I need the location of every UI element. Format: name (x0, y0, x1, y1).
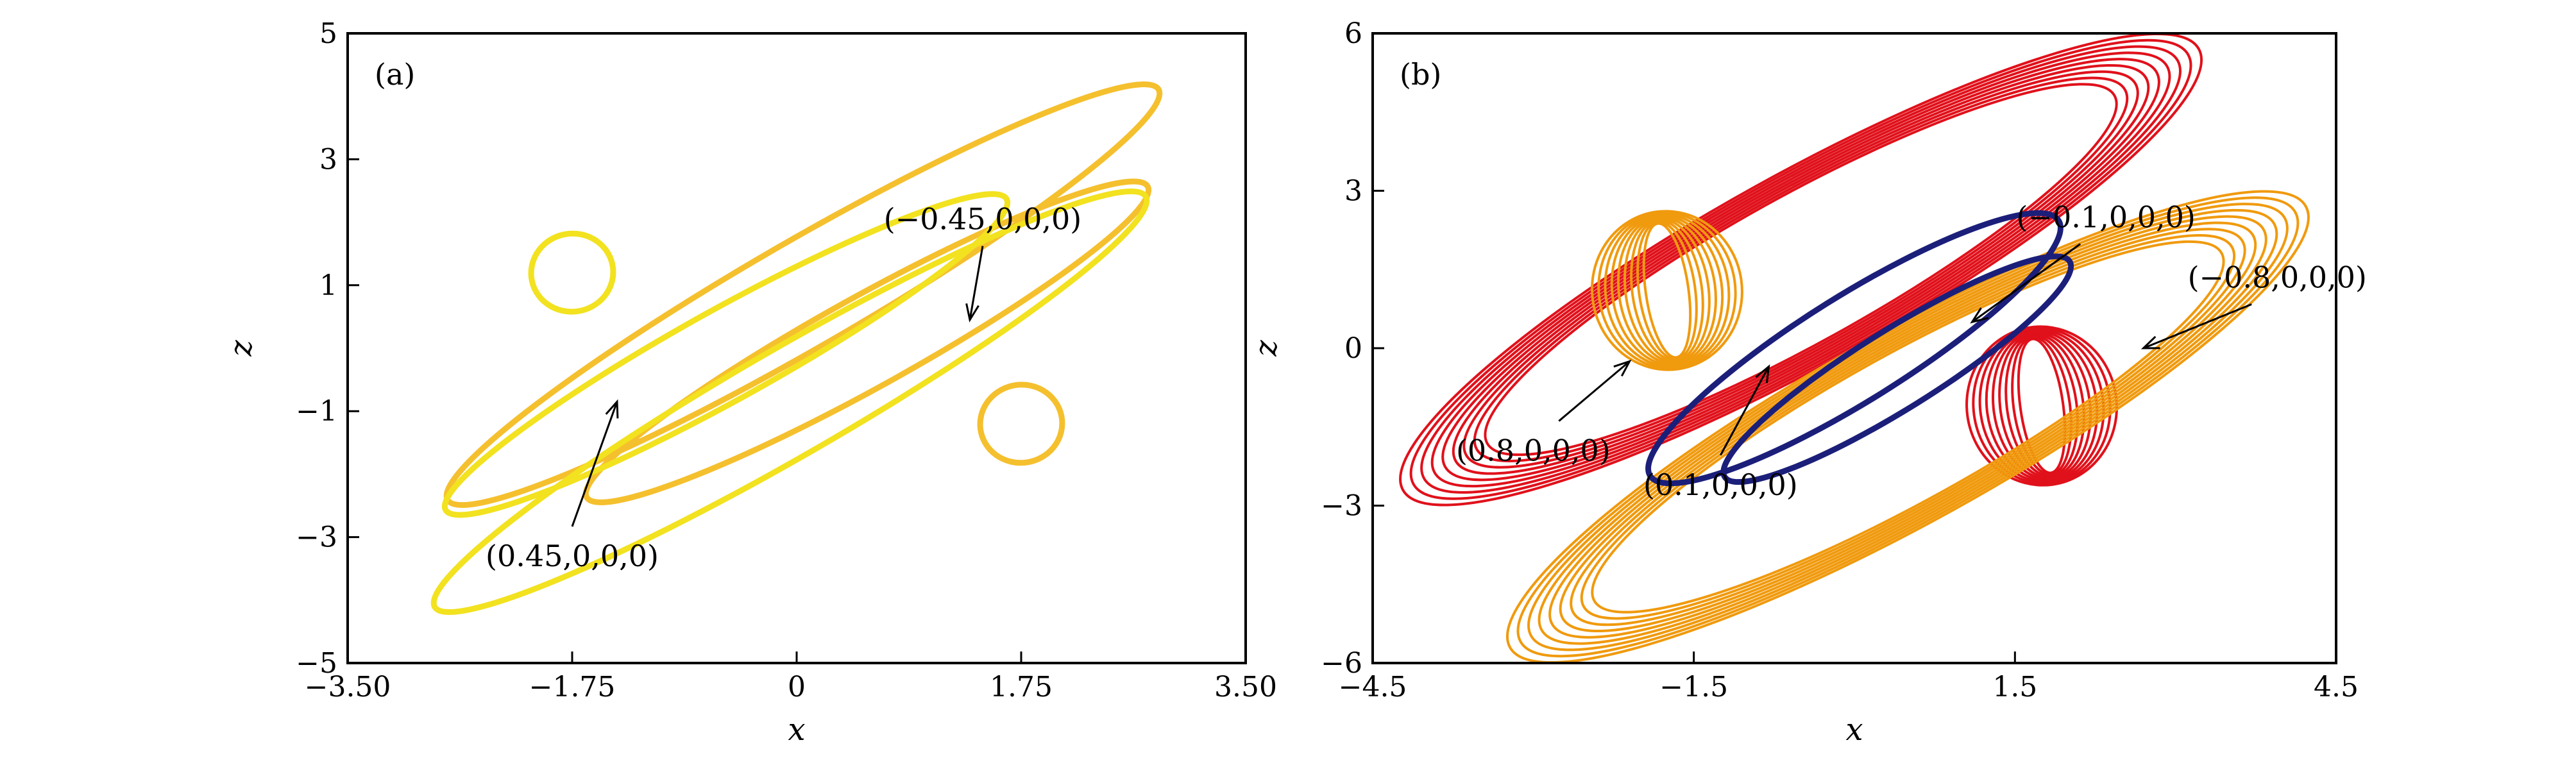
x-tick-label: 4.5 (2314, 671, 2359, 703)
y-axis-label-b: z (1248, 340, 1284, 357)
trajectory-s1-o1-1 (1636, 221, 1698, 360)
trajectory-s2-o0-0 (1645, 210, 2063, 487)
trajectory-s0-o1-0 (582, 178, 1152, 505)
trajectory-s1-o1-0 (441, 191, 1011, 518)
trajectory-s1-o0-8 (1505, 190, 2310, 663)
y-axis-label-a: z (223, 340, 259, 357)
trajectory-s2-o1-0 (1720, 253, 2074, 485)
panel-label-a: (a) (375, 57, 415, 92)
annotation-arrow (2143, 303, 2252, 349)
annotation-label: (−0.45,0,0,0) (884, 202, 1082, 237)
y-tick-label: −5 (296, 647, 337, 680)
trajectory-s1-o0-7 (1516, 196, 2300, 658)
trajectory-s0-o0-8 (1399, 33, 2203, 507)
trajectory-s0-o2-0 (977, 382, 1065, 466)
trajectory-s0-o0-2 (1462, 70, 2139, 469)
x-tick-label: 0 (788, 671, 806, 703)
tick-layer-b: −4.5 −1.5 1.5 4.5 −6 −3 0 3 6 (1321, 17, 2359, 703)
trajectory-s1-o1-5 (1610, 214, 1724, 367)
annotation-arrowhead (1613, 359, 1632, 377)
annotation-label: (0.8,0,0,0) (1456, 433, 1611, 468)
y-tick-label: −1 (296, 395, 337, 428)
annotation-arrowhead (1970, 307, 1989, 324)
x-tick-label: 1.75 (990, 671, 1053, 703)
y-tick-label: 1 (319, 269, 337, 302)
x-axis-label-a: x (788, 712, 805, 748)
y-tick-label: 0 (1344, 332, 1362, 365)
annotation-layer-a: (−0.45,0,0,0) (0.45,0,0,0) (486, 202, 1081, 573)
annotation-arrowhead (1755, 364, 1770, 383)
plot-frame-a (346, 32, 1247, 664)
trajectory-s0-o0-7 (1409, 38, 2192, 500)
annotation-arrowhead (2140, 335, 2160, 349)
y-tick-label: −6 (1321, 647, 1362, 680)
annotation-arrow (969, 246, 984, 321)
trajectory-s1-o1-3 (1623, 217, 1711, 364)
x-tick-label: −4.5 (1339, 671, 1407, 703)
trajectory-s0-o0-1 (1473, 76, 2129, 462)
y-tick-label: 3 (319, 143, 337, 176)
trajectory-s0-o1-1 (2011, 336, 2072, 476)
trajectory-s0-o1-0 (2017, 337, 2067, 475)
y-tick-label: 6 (1344, 17, 1362, 50)
y-tick-label: −3 (296, 521, 337, 554)
trajectory-s1-o0-3 (1559, 221, 2257, 633)
trajectory-s0-o1-2 (2004, 334, 2079, 478)
panel-label-b: (b) (1400, 57, 1441, 92)
annotation-arrowhead (605, 399, 619, 419)
trajectory-s0-o0-5 (1430, 51, 2171, 488)
trajectory-s1-o0-5 (1538, 208, 2278, 645)
trajectory-s1-o1-0 (1642, 222, 1692, 359)
x-tick-label: 1.5 (1992, 671, 2037, 703)
trajectory-s0-o0-4 (1441, 58, 2160, 482)
annotation-label: (−0.8,0,0,0) (2188, 260, 2367, 295)
x-tick-label: 3.50 (1214, 671, 1277, 703)
trajectory-s1-o0-1 (1580, 234, 2236, 620)
annotation-arrow (571, 401, 618, 527)
annotation-arrowhead (965, 303, 979, 323)
y-tick-label: 5 (319, 17, 337, 50)
tick-layer-a: −3.50 −1.75 0 1.75 3.50 −5 −3 −1 1 3 5 (296, 17, 1277, 703)
annotation-label: (0.1,0,0,0) (1643, 467, 1798, 502)
annotation-arrow (1971, 243, 2081, 323)
trajectory-s1-o1-6 (1604, 213, 1731, 368)
annotation-label: (−0.1,0,0,0) (2017, 199, 2196, 234)
trajectory-s1-o1-7 (1597, 211, 1737, 370)
y-tick-label: 3 (1344, 175, 1362, 208)
trajectory-s1-o0-2 (1570, 228, 2246, 626)
chart-panel-a: (−0.45,0,0,0) (0.45,0,0,0) −3.50 −1.75 0 1.7… (223, 17, 1277, 748)
chart-panel-b: (−0.1,0,0,0) (−0.8,0,0,0) (0.8,0,0,0) (0.1,… (1248, 17, 2367, 748)
annotation-label: (0.45,0,0,0) (486, 539, 659, 573)
x-tick-label: −1.5 (1659, 671, 1728, 703)
trajectory-layer-a (430, 81, 1163, 616)
trajectory-s0-o0-3 (1452, 63, 2150, 475)
trajectory-s1-o1-2 (1630, 219, 1704, 362)
trajectory-s1-o2-0 (528, 230, 616, 315)
annotation-arrow (1558, 360, 1631, 422)
trajectory-s1-o1-4 (1616, 216, 1718, 365)
trajectory-s1-o0-0 (1591, 240, 2225, 614)
x-axis-label-b: x (1845, 712, 1863, 748)
trajectory-s0-o1-3 (1998, 333, 2085, 479)
trajectory-layer-b (1399, 33, 2310, 663)
trajectory-s1-o1-8 (1590, 210, 1743, 371)
x-tick-label: −1.75 (529, 671, 616, 703)
trajectory-s0-o0-6 (1420, 45, 2182, 494)
trajectory-s1-o0-6 (1527, 203, 2289, 652)
trajectory-s0-o0-0 (1484, 83, 2118, 457)
annotation-arrow (1720, 366, 1770, 456)
x-tick-label: −3.50 (305, 671, 391, 703)
y-tick-label: −3 (1321, 490, 1362, 523)
trajectory-s1-o0-4 (1548, 215, 2267, 639)
trajectory-s1-o0-0 (430, 188, 1150, 616)
